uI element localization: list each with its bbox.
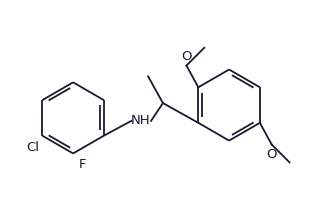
Text: NH: NH [131, 114, 150, 127]
Text: F: F [79, 158, 87, 171]
Text: Cl: Cl [26, 141, 39, 154]
Text: O: O [181, 49, 192, 63]
Text: O: O [266, 148, 277, 161]
